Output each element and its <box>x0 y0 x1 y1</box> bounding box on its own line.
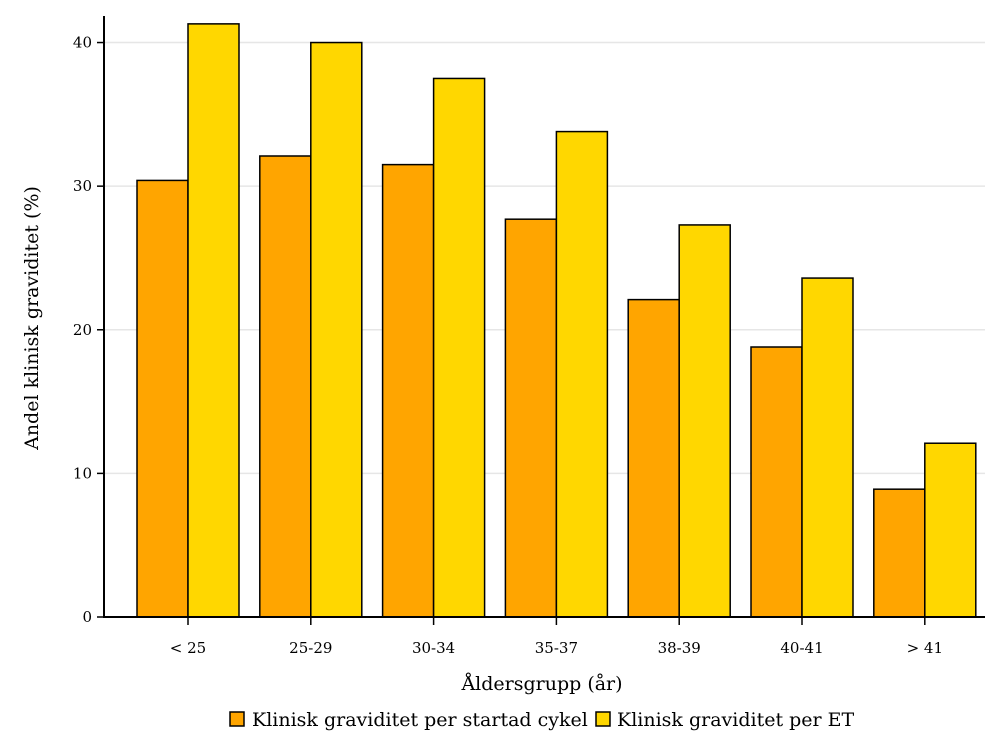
bar-series-1-0 <box>187 23 240 618</box>
bar-series-1-3 <box>555 130 609 618</box>
y-tick-label-0: 0 <box>82 608 92 626</box>
x-tick-label-0: < 25 <box>170 639 206 657</box>
bar-series-1-2 <box>432 77 486 618</box>
bar-series-1-6 <box>924 442 977 618</box>
y-tick-label-3: 30 <box>73 177 92 195</box>
x-tick-label-2: 30-34 <box>412 639 455 657</box>
bar-series-0-2 <box>381 163 435 618</box>
y-tick-label-1: 10 <box>73 464 92 482</box>
x-tick-label-4: 38-39 <box>658 639 701 657</box>
y-tick-label-4: 40 <box>73 34 92 52</box>
legend-label-series-1: Klinisk graviditet per ET <box>617 709 855 731</box>
bars <box>136 23 977 618</box>
x-tick-labels: < 25 25-29 30-34 35-37 38-39 40-41 > 41 <box>170 639 943 657</box>
legend: Klinisk graviditet per startad cykel Kli… <box>229 709 855 731</box>
bar-series-0-1 <box>259 155 312 618</box>
axes <box>97 16 985 625</box>
x-tick-label-5: 40-41 <box>780 639 823 657</box>
y-tick-label-2: 20 <box>73 321 92 339</box>
x-tick-label-6: > 41 <box>907 639 943 657</box>
x-tick-label-3: 35-37 <box>535 639 578 657</box>
x-tick-label-1: 25-29 <box>289 639 332 657</box>
bar-series-0-4 <box>627 298 680 618</box>
bar-series-0-3 <box>504 218 558 618</box>
bar-series-1-1 <box>310 41 363 618</box>
bar-series-0-0 <box>136 179 189 618</box>
legend-label-series-0: Klinisk graviditet per startad cykel <box>252 709 588 731</box>
legend-swatch-series-1 <box>595 711 611 727</box>
y-tick-labels: 0 10 20 30 40 <box>73 34 92 626</box>
bar-series-0-5 <box>750 346 803 618</box>
y-axis-title: Andel klinisk graviditet (%) <box>21 186 43 451</box>
bar-series-1-5 <box>801 277 854 618</box>
legend-swatch-series-0 <box>229 711 245 727</box>
bar-series-1-4 <box>678 224 731 618</box>
bar-series-0-6 <box>873 488 926 618</box>
x-axis-title: Åldersgrupp (år) <box>460 673 622 695</box>
